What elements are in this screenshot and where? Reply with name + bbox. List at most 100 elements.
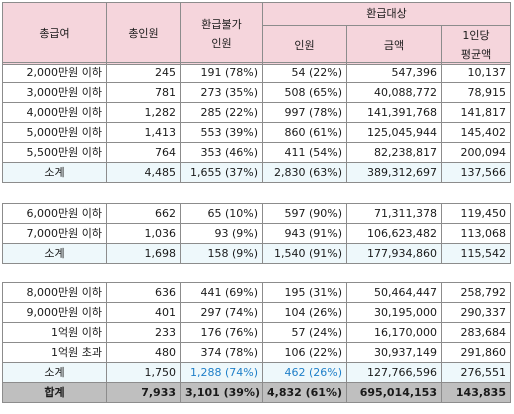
table-row: 4,000만원 이하 1,282 285 (22%) 997 (78%) 141,391… — [2, 102, 511, 123]
nonrefund-cell: 273 (35%) — [180, 82, 263, 103]
avg-cell: 119,450 — [441, 203, 511, 224]
nonrefund-cell: 553 (39%) — [180, 122, 263, 143]
nonrefund-cell: 285 (22%) — [180, 102, 263, 123]
total-cell: 636 — [106, 282, 181, 303]
avg-cell: 143,835 — [441, 382, 511, 403]
refund-cell: 508 (65%) — [262, 82, 347, 103]
income-cell: 소계 — [2, 162, 107, 183]
amount-cell: 40,088,772 — [346, 82, 442, 103]
income-cell: 6,000만원 이하 — [2, 203, 107, 224]
group-2-table: 6,000만원 이하 662 65 (10%) 597 (90%) 71,311,378… — [2, 203, 511, 264]
nonrefund-cell: 353 (46%) — [180, 142, 263, 163]
avg-cell: 290,337 — [441, 302, 511, 323]
amount-cell: 106,623,482 — [346, 223, 442, 244]
table-row: 6,000만원 이하 662 65 (10%) 597 (90%) 71,311,378… — [2, 203, 511, 224]
amount-cell: 695,014,153 — [346, 382, 442, 403]
total-cell: 764 — [106, 142, 181, 163]
table-row: 7,000만원 이하 1,036 93 (9%) 943 (91%) 106,623,4… — [2, 223, 511, 244]
subtotal-row: 소계 1,698 158 (9%) 1,540 (91%) 177,934,860 115… — [2, 243, 511, 264]
refund-cell: 411 (54%) — [262, 142, 347, 163]
avg-cell: 10,137 — [441, 62, 511, 83]
group-1-table: 2,000만원 이하 245 191 (78%) 54 (22%) 547,396 10,… — [2, 62, 511, 183]
income-cell: 2,000만원 이하 — [2, 62, 107, 83]
income-cell: 4,000만원 이하 — [2, 102, 107, 123]
total-cell: 480 — [106, 342, 181, 363]
table-row: 5,500만원 이하 764 353 (46%) 411 (54%) 82,238,81… — [2, 142, 511, 163]
refund-cell: 104 (26%) — [262, 302, 347, 323]
refund-cell: 860 (61%) — [262, 122, 347, 143]
avg-cell: 276,551 — [441, 362, 511, 383]
total-cell: 233 — [106, 322, 181, 343]
amount-cell: 547,396 — [346, 62, 442, 83]
header-refund-amount: 금액 — [346, 25, 442, 65]
refund-cell: 943 (91%) — [262, 223, 347, 244]
avg-cell: 200,094 — [441, 142, 511, 163]
nonrefund-cell: 374 (78%) — [180, 342, 263, 363]
header-income: 총급여 — [2, 2, 107, 65]
avg-cell: 137,566 — [441, 162, 511, 183]
nonrefund-cell: 65 (10%) — [180, 203, 263, 224]
avg-cell: 113,068 — [441, 223, 511, 244]
refund-cell: 2,830 (63%) — [262, 162, 347, 183]
amount-cell: 71,311,378 — [346, 203, 442, 224]
nonrefund-cell: 1,288 (74%) — [180, 362, 263, 383]
refund-cell: 54 (22%) — [262, 62, 347, 83]
amount-cell: 82,238,817 — [346, 142, 442, 163]
total-cell: 1,036 — [106, 223, 181, 244]
table-row: 1억원 초과 480 374 (78%) 106 (22%) 30,937,149 291… — [2, 342, 511, 363]
avg-cell: 258,792 — [441, 282, 511, 303]
avg-cell: 115,542 — [441, 243, 511, 264]
income-cell: 합계 — [2, 382, 107, 403]
nonrefund-cell: 1,655 (37%) — [180, 162, 263, 183]
amount-cell: 30,937,149 — [346, 342, 442, 363]
avg-cell: 145,402 — [441, 122, 511, 143]
total-cell: 1,282 — [106, 102, 181, 123]
total-cell: 245 — [106, 62, 181, 83]
subtotal-row: 소계 1,750 1,288 (74%) 462 (26%) 127,766,596 27… — [2, 362, 511, 383]
total-cell: 1,413 — [106, 122, 181, 143]
income-cell: 5,500만원 이하 — [2, 142, 107, 163]
table-row: 2,000만원 이하 245 191 (78%) 54 (22%) 547,396 10,… — [2, 62, 511, 83]
income-cell: 3,000만원 이하 — [2, 82, 107, 103]
total-cell: 1,750 — [106, 362, 181, 383]
refund-cell: 462 (26%) — [262, 362, 347, 383]
table-row: 8,000만원 이하 636 441 (69%) 195 (31%) 50,464,44… — [2, 282, 511, 303]
refund-cell: 106 (22%) — [262, 342, 347, 363]
income-cell: 9,000만원 이하 — [2, 302, 107, 323]
avg-cell: 283,684 — [441, 322, 511, 343]
total-cell: 662 — [106, 203, 181, 224]
refund-cell: 1,540 (91%) — [262, 243, 347, 264]
total-cell: 1,698 — [106, 243, 181, 264]
nonrefund-cell: 3,101 (39%) — [180, 382, 263, 403]
income-cell: 소계 — [2, 362, 107, 383]
refund-cell: 997 (78%) — [262, 102, 347, 123]
income-cell: 1억원 초과 — [2, 342, 107, 363]
nonrefund-cell: 158 (9%) — [180, 243, 263, 264]
header-refund-group: 환급대상 — [261, 2, 512, 26]
group-3-table: 8,000만원 이하 636 441 (69%) 195 (31%) 50,464,44… — [2, 282, 511, 403]
amount-cell: 177,934,860 — [346, 243, 442, 264]
avg-cell: 78,915 — [441, 82, 511, 103]
amount-cell: 389,312,697 — [346, 162, 442, 183]
income-cell: 1억원 이하 — [2, 322, 107, 343]
income-cell: 5,000만원 이하 — [2, 122, 107, 143]
avg-cell: 291,860 — [441, 342, 511, 363]
nonrefund-cell: 191 (78%) — [180, 62, 263, 83]
total-cell: 401 — [106, 302, 181, 323]
nonrefund-cell: 176 (76%) — [180, 322, 263, 343]
header-refund-people: 인원 — [262, 25, 347, 65]
refund-cell: 4,832 (61%) — [262, 382, 347, 403]
subtotal-row: 소계 4,485 1,655 (37%) 2,830 (63%) 389,312,697… — [2, 162, 511, 183]
amount-cell: 16,170,000 — [346, 322, 442, 343]
amount-cell: 141,391,768 — [346, 102, 442, 123]
total-cell: 7,933 — [106, 382, 181, 403]
nonrefund-cell: 441 (69%) — [180, 282, 263, 303]
amount-cell: 127,766,596 — [346, 362, 442, 383]
table-row: 5,000만원 이하 1,413 553 (39%) 860 (61%) 125,045… — [2, 122, 511, 143]
nonrefund-cell: 297 (74%) — [180, 302, 263, 323]
total-cell: 4,485 — [106, 162, 181, 183]
refund-cell: 597 (90%) — [262, 203, 347, 224]
amount-cell: 125,045,944 — [346, 122, 442, 143]
table-header: 총급여 총인원 환급불가 인원 환급대상 인원 금액 1인당 평균액 — [2, 2, 512, 65]
